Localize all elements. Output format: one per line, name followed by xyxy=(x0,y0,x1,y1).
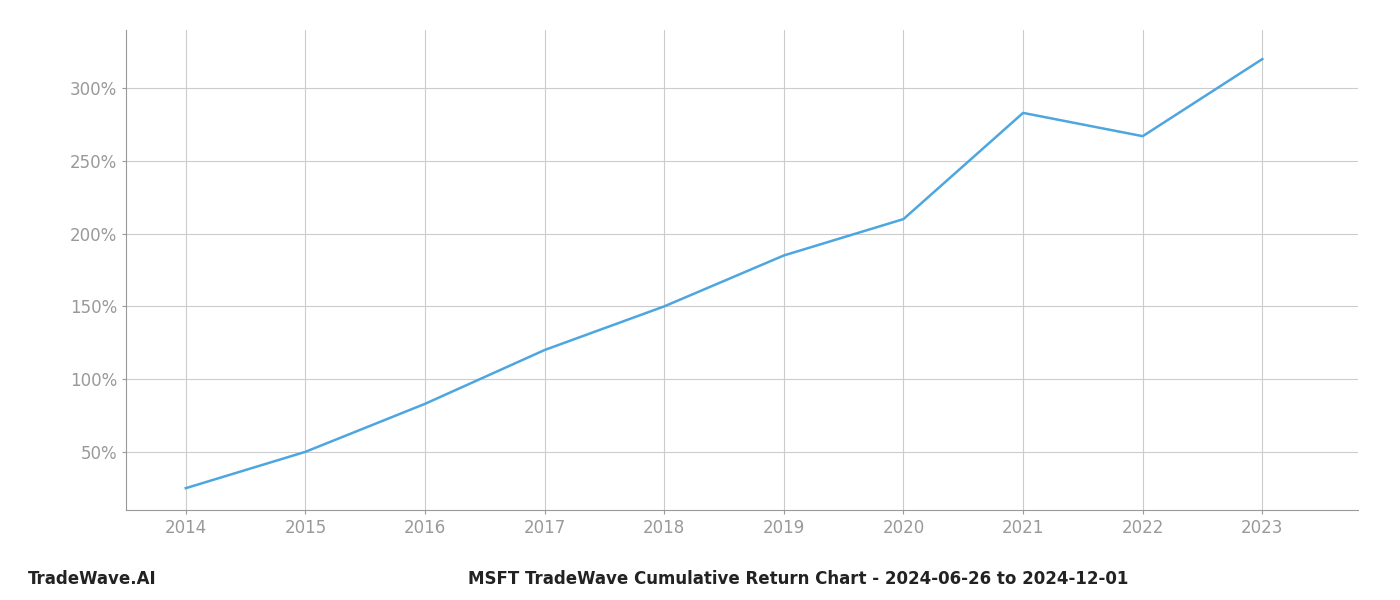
Text: MSFT TradeWave Cumulative Return Chart - 2024-06-26 to 2024-12-01: MSFT TradeWave Cumulative Return Chart -… xyxy=(468,570,1128,588)
Text: TradeWave.AI: TradeWave.AI xyxy=(28,570,157,588)
